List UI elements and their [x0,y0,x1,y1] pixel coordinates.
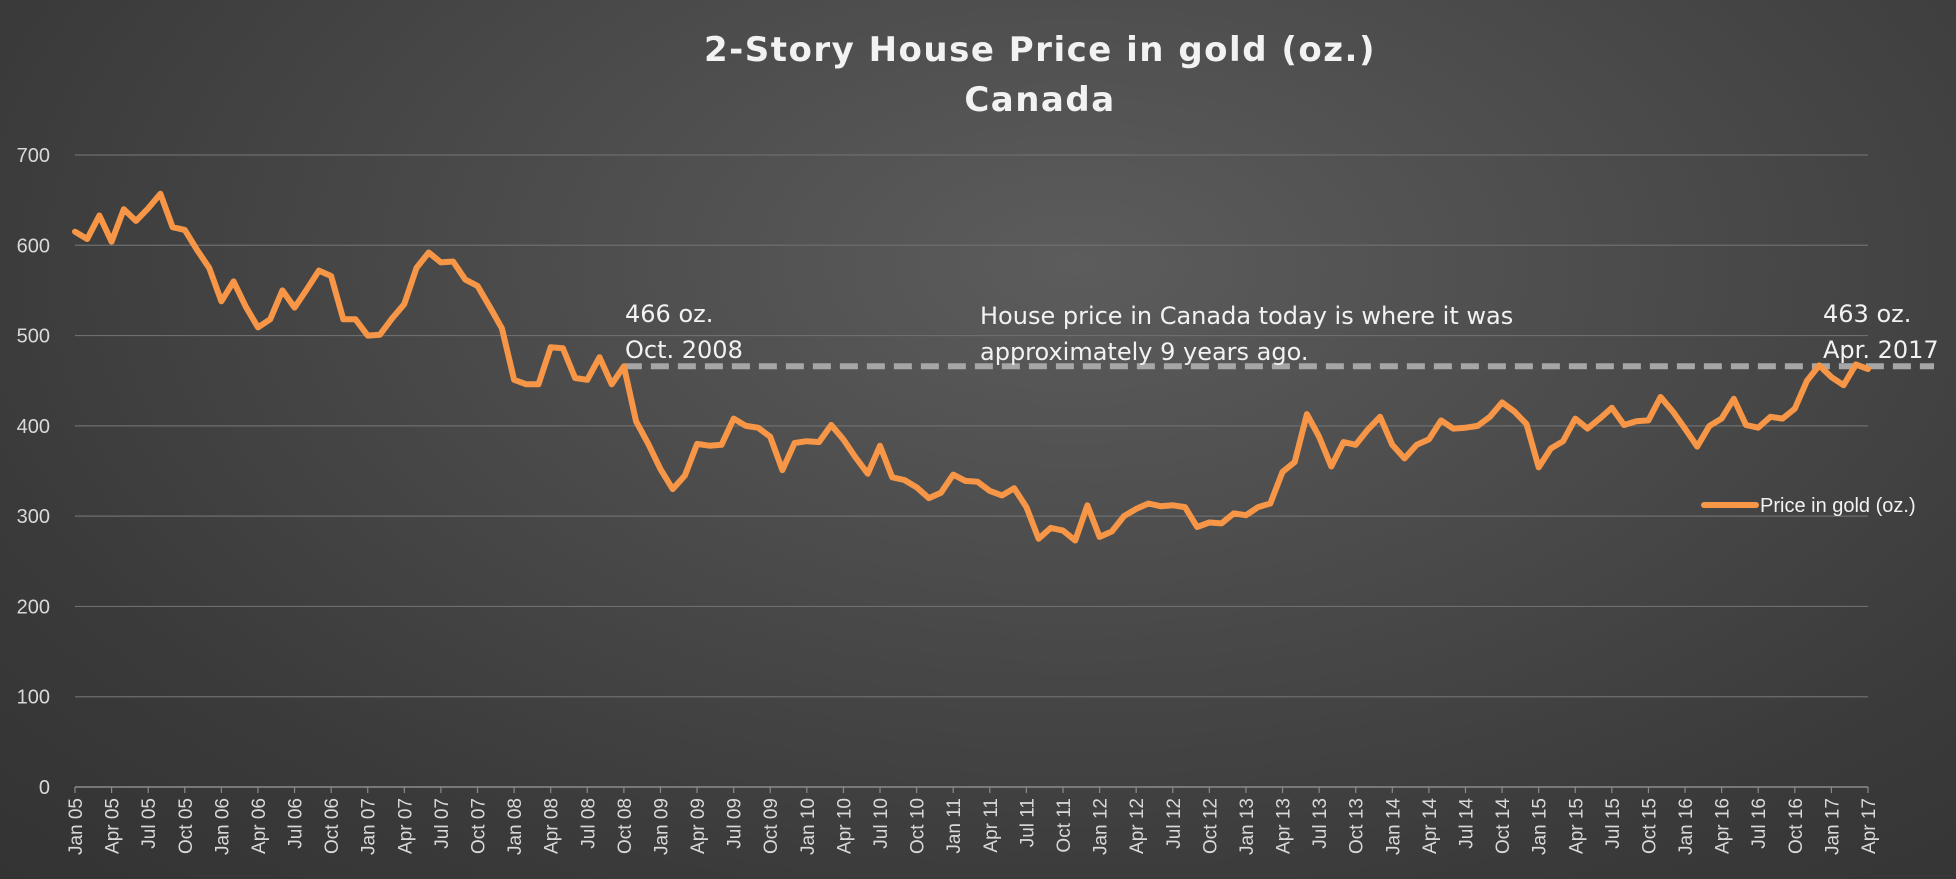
x-tick-label: Jan 14 [1383,798,1404,855]
x-tick-label: Oct 07 [469,798,490,854]
x-tick-label: Oct 12 [1200,798,1221,854]
x-tick-label: Jan 11 [944,798,965,854]
x-tick-label: Jan 15 [1530,798,1551,855]
x-tick-label: Jul 16 [1749,798,1770,849]
x-tick-label: Apr 16 [1713,798,1734,854]
x-tick-label: Jan 16 [1676,798,1697,855]
legend: Price in gold (oz.) [1701,495,1916,517]
x-tick-label: Oct 15 [1639,798,1660,854]
annotation-apr-2017-date: Apr. 2017 [1823,336,1939,364]
x-tick-label: Jan 12 [1091,798,1112,855]
y-tick-label: 500 [17,326,50,348]
gridlines [75,154,1868,698]
chart-subtitle: Canada [964,80,1115,120]
y-tick-label: 400 [17,416,50,438]
x-tick-label: Jan 10 [798,798,819,855]
x-tick-label: Apr 13 [1274,798,1295,854]
x-tick-label: Apr 14 [1420,798,1441,854]
annotation-oct-2008-date: Oct. 2008 [625,336,743,364]
x-tick-label: Apr 17 [1859,798,1880,854]
x-tick-label: Apr 08 [542,798,563,854]
y-axis-ticks: 0 100 200 300 400 500 600 700 [17,145,50,799]
annotation-oct-2008-value: 466 oz. [625,300,713,328]
x-tick-label: Jan 05 [66,798,87,855]
x-tick-label: Oct 14 [1493,798,1514,854]
x-tick-label: Apr 05 [103,798,124,854]
y-tick-label: 0 [39,777,50,799]
x-tick-label: Oct 13 [1347,798,1368,854]
x-tick-label: Apr 11 [981,798,1002,853]
x-tick-label: Jan 07 [359,798,380,855]
y-tick-label: 200 [17,596,50,618]
annotation-summary-line2: approximately 9 years ago. [980,338,1309,366]
x-tick-label: Apr 15 [1566,798,1587,854]
x-tick-label: Apr 10 [834,798,855,854]
x-tick-label: Oct 10 [908,798,929,854]
x-axis-ticks: Jan 05 Apr 05 Jul 05 Oct 05 Jan 06 Apr 06 Jul … [66,787,1880,855]
legend-label: Price in gold (oz.) [1760,495,1916,517]
chart-title: 2-Story House Price in gold (oz.) [704,30,1376,70]
x-tick-label: Apr 07 [395,798,416,854]
x-tick-label: Jan 09 [651,798,672,855]
x-tick-label: Jul 13 [1310,798,1331,849]
x-tick-label: Jan 06 [212,798,233,855]
x-tick-label: Apr 06 [249,798,270,854]
y-tick-label: 700 [17,145,50,167]
x-tick-label: Jul 06 [286,798,307,849]
x-tick-label: Jul 15 [1603,798,1624,849]
x-tick-label: Apr 12 [1127,798,1148,854]
x-tick-label: Oct 09 [761,798,782,854]
x-tick-label: Jul 09 [725,798,746,849]
x-tick-label: Oct 11 [1054,798,1075,853]
annotation-summary-line1: House price in Canada today is where it … [980,302,1513,330]
x-tick-label: Jul 11 [1017,798,1038,847]
series-line-price-in-gold [72,190,1871,544]
x-tick-label: Oct 05 [176,798,197,854]
x-tick-label: Jul 14 [1456,798,1477,849]
x-tick-label: Oct 16 [1786,798,1807,854]
x-tick-label: Oct 06 [322,798,343,854]
y-tick-label: 300 [17,506,50,528]
x-tick-label: Jul 10 [871,798,892,849]
x-tick-label: Oct 08 [615,798,636,854]
x-tick-label: Jul 05 [139,798,160,849]
y-tick-label: 600 [17,235,50,257]
x-tick-label: Apr 09 [688,798,709,854]
x-tick-label: Jan 13 [1237,798,1258,855]
x-tick-label: Jul 08 [578,798,599,849]
x-tick-label: Jan 08 [505,798,526,855]
x-tick-label: Jul 07 [432,798,453,849]
y-tick-label: 100 [17,687,50,709]
annotation-apr-2017-value: 463 oz. [1823,300,1911,328]
x-tick-label: Jan 17 [1822,798,1843,855]
x-tick-label: Jul 12 [1164,798,1185,849]
